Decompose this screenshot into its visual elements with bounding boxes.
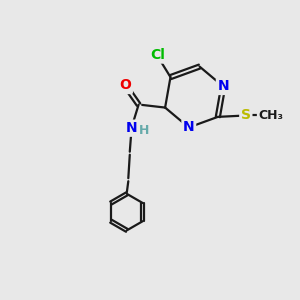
Text: S: S	[241, 108, 251, 122]
Text: N: N	[183, 120, 195, 134]
Text: Cl: Cl	[150, 48, 165, 62]
Text: N: N	[218, 80, 229, 93]
Text: H: H	[138, 124, 149, 137]
Text: N: N	[125, 121, 137, 135]
Text: CH₃: CH₃	[258, 109, 284, 122]
Text: O: O	[119, 79, 131, 92]
